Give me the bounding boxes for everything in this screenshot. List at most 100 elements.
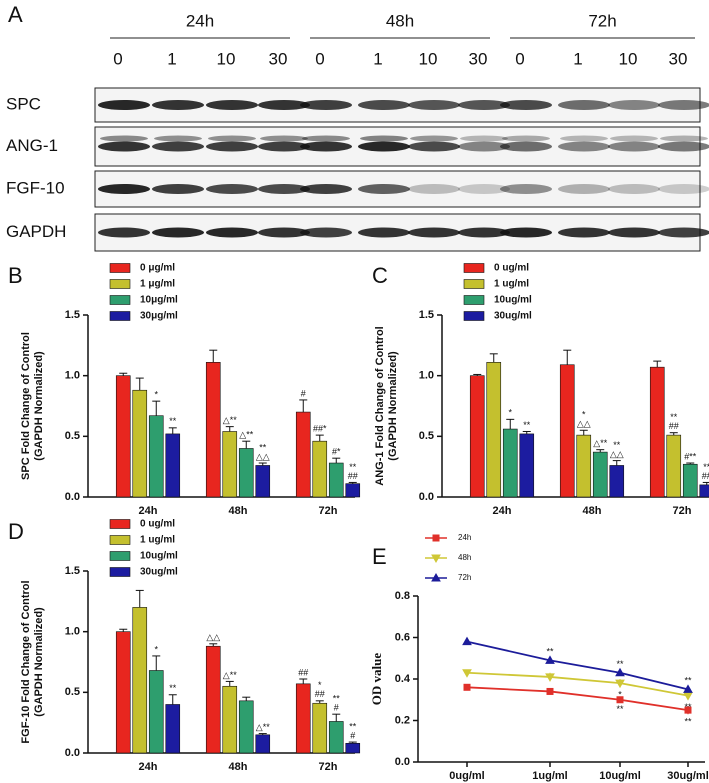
legend-label: 1 ug/ml <box>140 535 175 546</box>
x-tick-label: 24h <box>139 761 158 773</box>
bar <box>312 440 328 498</box>
band <box>660 135 708 142</box>
point <box>615 679 625 689</box>
bar <box>132 607 148 754</box>
point <box>463 683 471 691</box>
significance-mark: ## <box>348 471 358 481</box>
dose-label: 10 <box>619 49 638 68</box>
band <box>206 141 258 152</box>
point <box>546 687 554 695</box>
bar <box>295 683 311 754</box>
legend-label: 10ug/ml <box>140 551 178 562</box>
y-tick-label: 0.0 <box>65 491 80 503</box>
band <box>258 184 310 194</box>
band <box>558 100 610 110</box>
legend-label: 24h <box>458 533 471 542</box>
legend-label: 48h <box>458 553 471 562</box>
legend-label: 0 ug/ml <box>494 263 529 274</box>
dose-label: 30 <box>269 49 288 68</box>
band <box>152 141 204 152</box>
legend-label: 1 μg/ml <box>140 279 175 290</box>
significance-mark: ** <box>333 694 341 704</box>
x-tick-label: 72h <box>319 761 338 773</box>
dose-label: 30 <box>669 49 688 68</box>
y-tick-label: 0.5 <box>65 430 80 442</box>
y-tick-label: 1.0 <box>65 626 80 638</box>
band <box>300 141 352 152</box>
significance-mark: ## <box>669 421 679 431</box>
band <box>302 135 350 142</box>
y-tick-label: 1.0 <box>65 370 80 382</box>
legend-swatch <box>109 535 131 545</box>
band <box>100 135 148 142</box>
band <box>358 100 410 110</box>
bar <box>576 434 592 498</box>
bar <box>486 362 502 498</box>
bar <box>592 451 608 498</box>
bar <box>238 448 254 498</box>
band <box>358 227 410 238</box>
legend-label: 30μg/ml <box>140 311 178 322</box>
legend-label: 10ug/ml <box>494 295 532 306</box>
chart: E 0.0 0.2 0.4 0.6 0.8 OD value 0ug/ml 1ug/ml 10ug… <box>369 533 709 782</box>
band <box>658 100 709 110</box>
bar <box>666 434 682 498</box>
significance-mark: # <box>350 730 355 740</box>
point <box>616 696 624 704</box>
bar <box>345 742 361 754</box>
bar <box>649 366 665 498</box>
band <box>152 100 204 110</box>
row-label: ANG-1 <box>6 136 58 155</box>
x-tick-label: 1ug/ml <box>532 770 567 782</box>
significance-mark: ** <box>523 420 531 430</box>
x-tick-label: 24h <box>139 505 158 517</box>
y-axis-label: (GAPDH Normalized) <box>33 607 45 717</box>
band <box>458 141 510 152</box>
band <box>560 135 608 142</box>
bar <box>699 484 709 498</box>
legend-swatch <box>109 311 131 321</box>
significance-mark: ** <box>684 676 692 686</box>
y-tick-label: 0.5 <box>65 686 80 698</box>
bar <box>345 483 361 498</box>
significance-mark: ** <box>616 704 624 714</box>
x-tick-label: 48h <box>583 505 602 517</box>
band <box>658 184 709 194</box>
significance-mark: ##* <box>313 423 327 433</box>
line <box>466 640 689 691</box>
legend-swatch <box>463 311 485 321</box>
point <box>462 669 472 678</box>
band <box>608 100 660 110</box>
significance-mark: ** <box>703 462 709 472</box>
band <box>658 227 709 238</box>
band <box>300 100 352 110</box>
band <box>154 135 202 142</box>
band <box>460 135 508 142</box>
bar <box>205 645 221 754</box>
point <box>615 667 625 677</box>
band <box>408 227 460 238</box>
bar <box>222 431 238 498</box>
bar <box>222 685 238 754</box>
band <box>300 184 352 194</box>
dose-label: 1 <box>167 49 176 68</box>
significance-mark: #* <box>332 447 341 457</box>
band <box>258 141 310 152</box>
significance-mark: ** <box>349 462 357 472</box>
legend-swatch <box>109 263 131 273</box>
significance-mark: ** <box>169 416 177 426</box>
significance-mark: * <box>582 410 586 420</box>
band <box>658 141 709 152</box>
band <box>358 184 410 194</box>
y-tick-label: 0.4 <box>395 673 411 685</box>
legend-label: 10μg/ml <box>140 295 178 306</box>
band <box>608 184 660 194</box>
line <box>466 686 689 712</box>
significance-mark: ** <box>670 412 678 422</box>
x-tick-label: 72h <box>673 505 692 517</box>
band <box>98 141 150 152</box>
bar <box>115 631 131 754</box>
band <box>500 184 552 194</box>
time-label: 48h <box>386 11 414 30</box>
panel-label: C <box>372 263 388 288</box>
